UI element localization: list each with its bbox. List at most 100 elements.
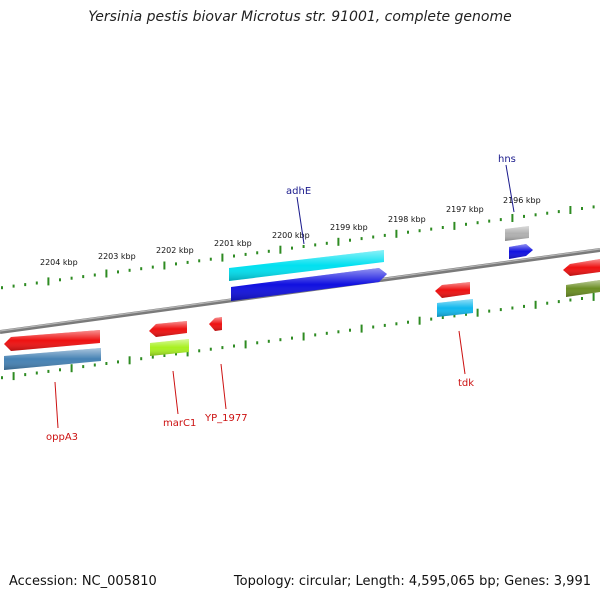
- lower-tick-minor: [1, 376, 3, 380]
- gene-adhE-arrow[interactable]: [231, 268, 387, 301]
- gene-adhE-upper[interactable]: [229, 250, 384, 281]
- upper-tick-minor: [175, 262, 177, 266]
- lower-tick-minor: [465, 312, 467, 316]
- lower-tick-minor: [233, 344, 235, 348]
- upper-tick-minor: [349, 238, 351, 242]
- genome-summary-text: Topology: circular; Length: 4,595,065 bp…: [233, 574, 591, 589]
- upper-tick-minor: [314, 243, 317, 247]
- upper-tick-minor: [523, 214, 525, 218]
- gene-tdk-cyan[interactable]: [437, 299, 473, 317]
- gene-oppA3-red[interactable]: [4, 330, 100, 351]
- upper-tick-minor: [35, 281, 38, 285]
- upper-tick-major: [453, 221, 456, 230]
- upper-tick-minor: [267, 249, 270, 253]
- lower-tick-minor: [569, 298, 572, 302]
- scale-label-2196: 2196 kbp: [503, 196, 541, 205]
- lower-tick-minor: [337, 330, 340, 334]
- lower-tick-minor: [453, 314, 456, 318]
- lower-tick-minor: [140, 357, 143, 361]
- scale-label-2197: 2197 kbp: [446, 205, 484, 214]
- upper-tick-minor: [465, 222, 467, 226]
- upper-tick-minor: [117, 270, 119, 274]
- lower-tick-minor: [407, 320, 409, 324]
- lower-tick-major: [128, 356, 131, 365]
- lower-tick-major: [592, 292, 595, 301]
- lower-scale-ticks: [1, 292, 595, 381]
- upper-scale-ticks: [1, 205, 595, 290]
- gene-YP_1977[interactable]: [209, 317, 222, 331]
- gene-hns-grey[interactable]: [505, 226, 529, 241]
- gene-label-tdk: tdk: [458, 378, 474, 389]
- lower-tick-minor: [557, 300, 560, 304]
- gene-hns-blue[interactable]: [509, 244, 533, 259]
- upper-tick-major: [163, 261, 166, 270]
- scale-label-2201: 2201 kbp: [214, 239, 252, 248]
- tdk-leader: [458, 330, 466, 375]
- lower-tick-minor: [372, 325, 375, 329]
- gene-label-oppA3: oppA3: [46, 432, 78, 443]
- lower-tick-minor: [256, 341, 259, 345]
- gene-right-red[interactable]: [563, 259, 600, 276]
- lower-tick-minor: [163, 354, 166, 357]
- upper-tick-minor: [557, 210, 560, 214]
- upper-tick-minor: [441, 226, 444, 229]
- lower-tick-minor: [24, 373, 27, 377]
- lower-tick-major: [534, 300, 537, 309]
- upper-tick-minor: [140, 267, 143, 271]
- upper-tick-minor: [128, 268, 131, 272]
- upper-tick-minor: [476, 221, 479, 225]
- oppA3-leader: [54, 381, 59, 429]
- upper-tick-minor: [360, 237, 363, 241]
- lower-tick-minor: [523, 304, 525, 308]
- gene-marC1-red[interactable]: [149, 321, 187, 337]
- upper-tick-minor: [93, 273, 96, 277]
- lower-tick-minor: [209, 347, 212, 351]
- lower-tick-minor: [291, 336, 293, 340]
- YP_1977-leader: [220, 363, 227, 410]
- upper-tick-major: [279, 245, 282, 254]
- gene-oppA3-steelblue[interactable]: [4, 348, 101, 370]
- upper-tick-minor: [1, 286, 3, 290]
- gene-label-hns: hns: [498, 154, 516, 165]
- upper-tick-major: [395, 229, 398, 238]
- lower-tick-major: [186, 348, 189, 357]
- lower-tick-minor: [395, 322, 398, 326]
- upper-tick-major: [569, 206, 572, 214]
- lower-tick-minor: [221, 346, 224, 350]
- upper-tick-minor: [70, 276, 73, 280]
- adhE-leader: [296, 196, 305, 245]
- scale-label-2200: 2200 kbp: [272, 231, 310, 240]
- upper-tick-minor: [233, 254, 235, 258]
- gene-label-adhE: adhE: [286, 186, 311, 197]
- lower-tick-minor: [151, 355, 154, 359]
- upper-tick-minor: [244, 252, 247, 256]
- lower-tick-minor: [488, 309, 491, 313]
- lower-tick-minor: [325, 331, 328, 335]
- hns-leader: [505, 164, 515, 213]
- upper-tick-minor: [592, 205, 595, 209]
- lower-tick-minor: [511, 306, 514, 310]
- lower-tick-minor: [383, 323, 386, 327]
- lower-tick-minor: [279, 338, 282, 342]
- lower-tick-minor: [198, 349, 201, 353]
- gene-marC1-green[interactable]: [150, 339, 189, 356]
- lower-tick-minor: [441, 316, 444, 319]
- lower-tick-minor: [93, 363, 96, 367]
- genome-title: Yersinia pestis biovar Microtus str. 910…: [88, 9, 512, 25]
- upper-tick-major: [47, 277, 50, 286]
- lower-tick-minor: [546, 301, 549, 305]
- lower-tick-minor: [105, 362, 108, 365]
- upper-tick-minor: [581, 207, 583, 210]
- upper-tick-minor: [488, 219, 491, 223]
- lower-tick-minor: [430, 317, 433, 321]
- upper-tick-major: [221, 253, 224, 262]
- gene-tdk-red[interactable]: [435, 282, 470, 298]
- upper-tick-major: [337, 237, 340, 246]
- scale-label-2202: 2202 kbp: [156, 246, 194, 255]
- lower-tick-minor: [59, 368, 61, 372]
- lower-tick-minor: [117, 360, 119, 364]
- upper-tick-minor: [430, 227, 433, 231]
- upper-tick-major: [105, 269, 108, 278]
- gene-right-olive[interactable]: [566, 280, 600, 297]
